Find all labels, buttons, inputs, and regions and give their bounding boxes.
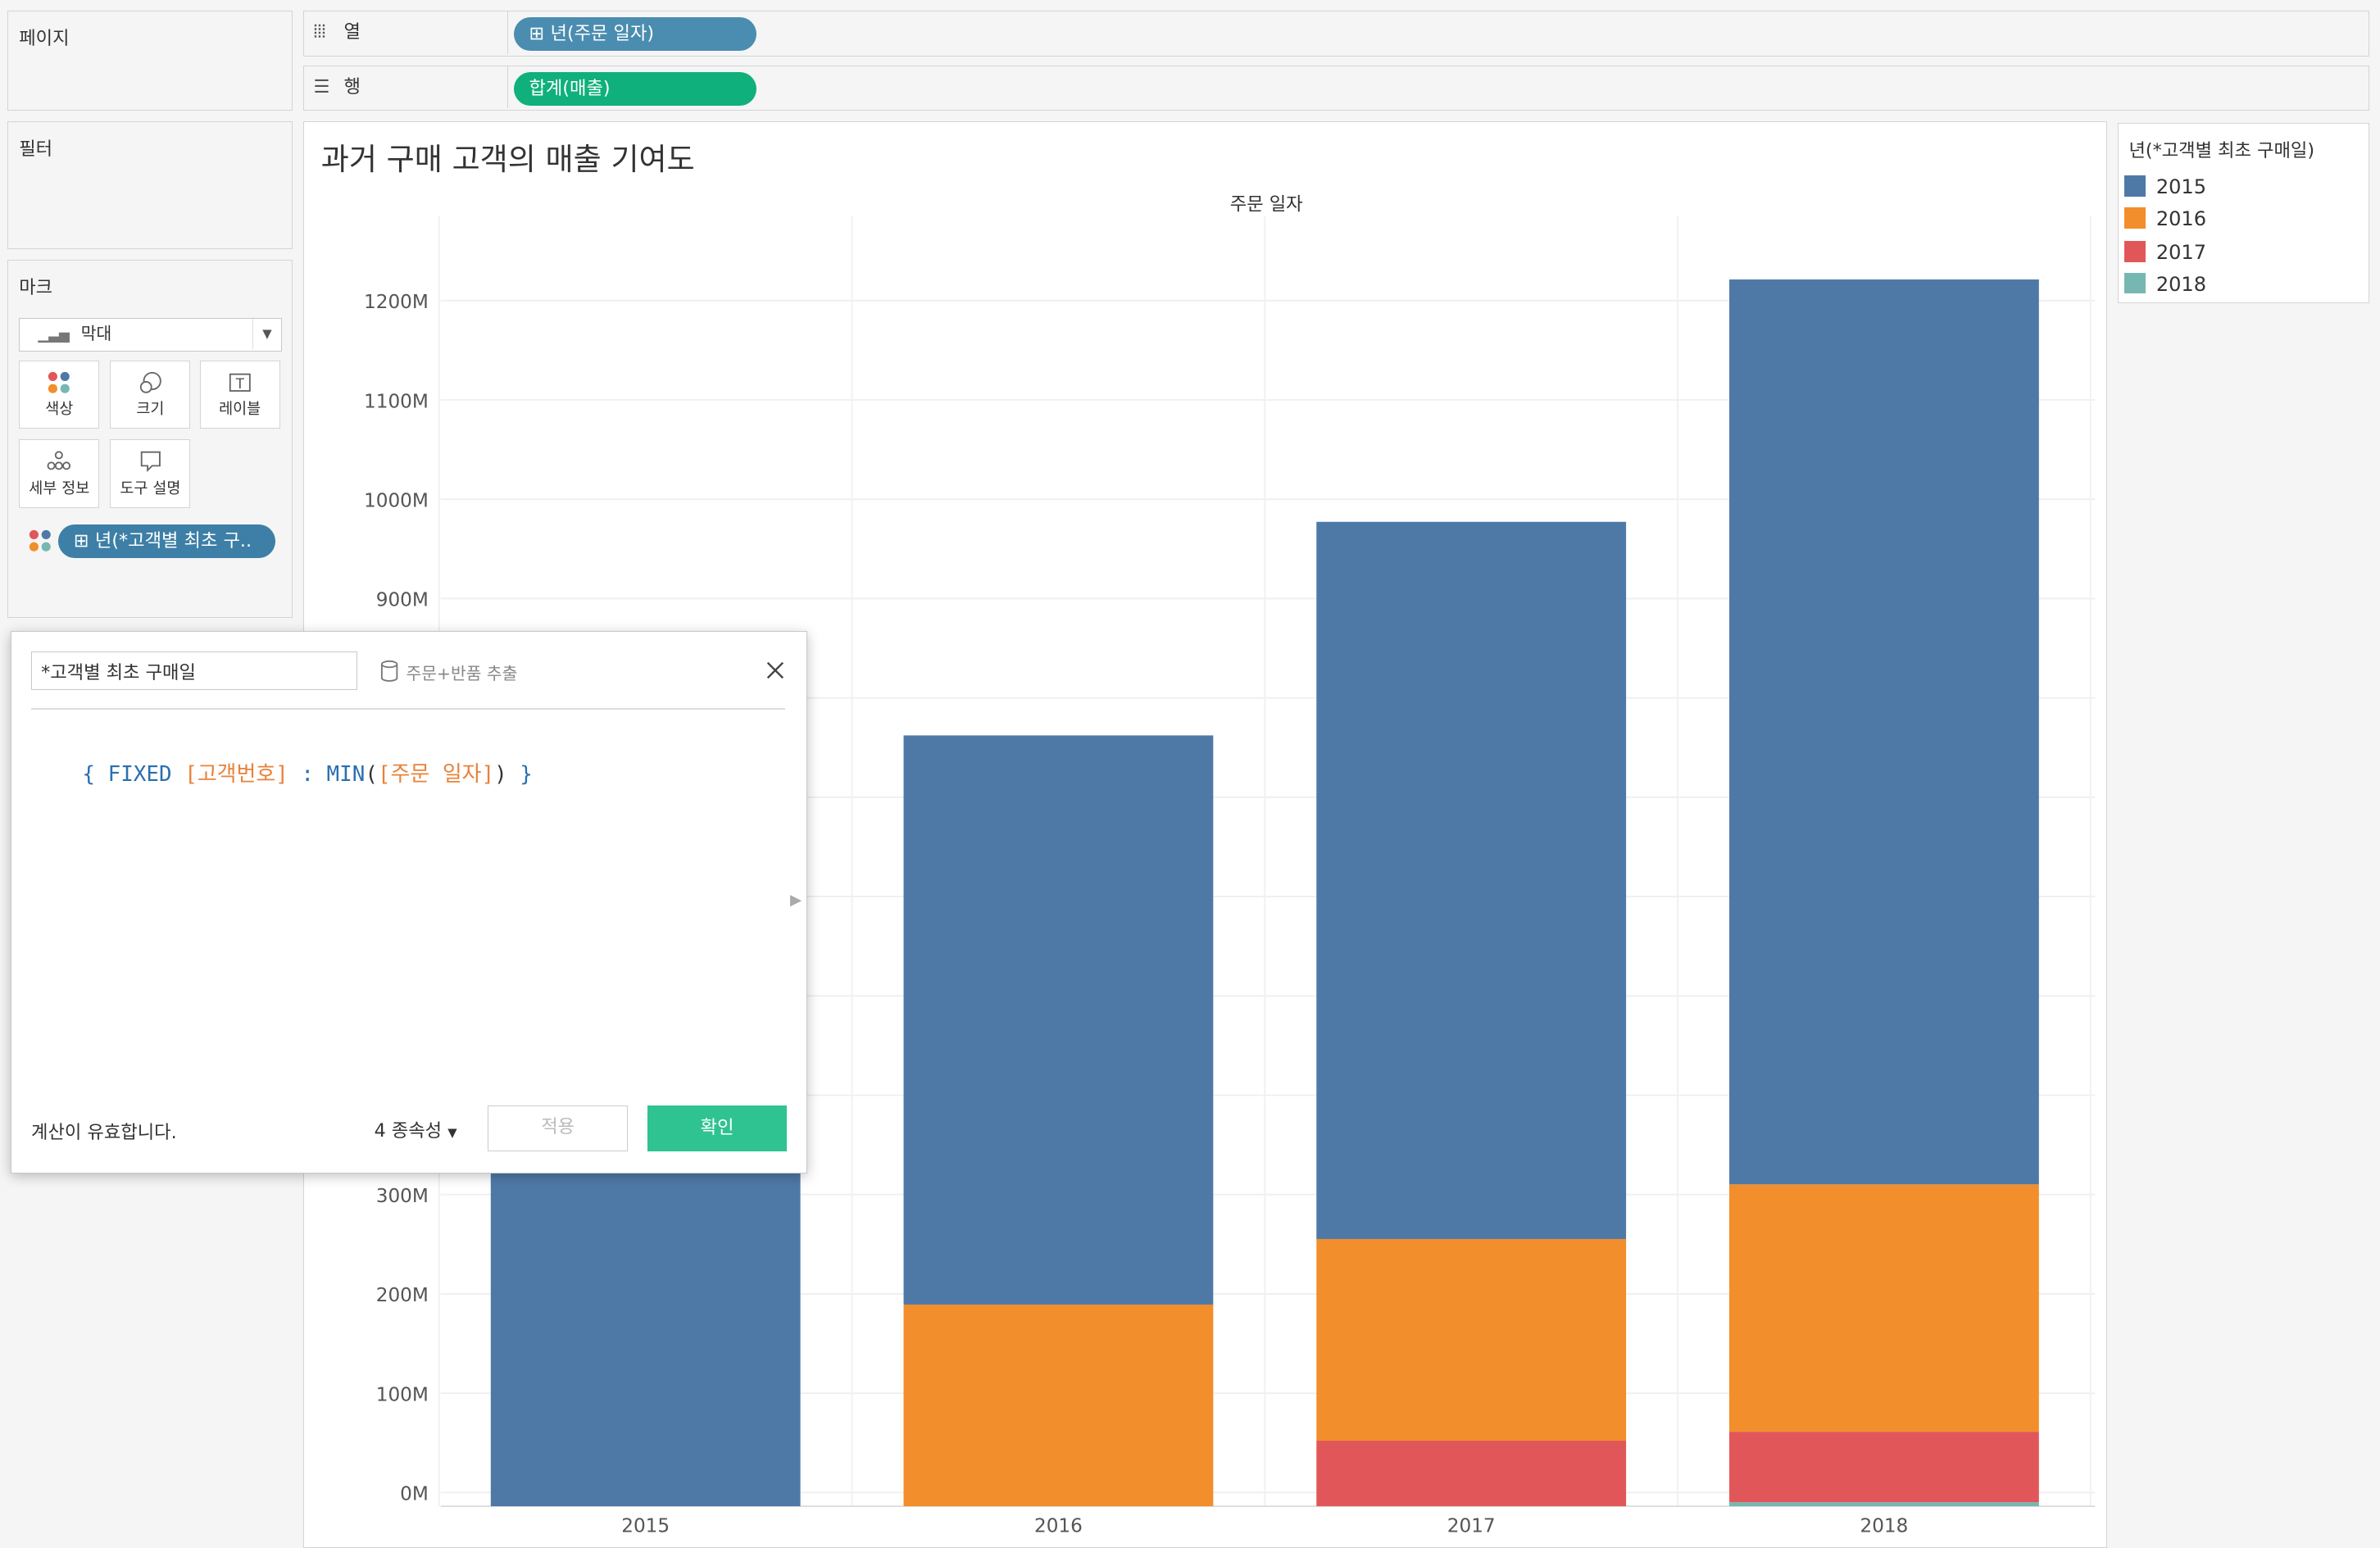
size-button[interactable]: 크기 <box>110 360 191 429</box>
columns-shelf[interactable]: ⦙⦙⦙ 열 ⊞ 년(주문 일자) <box>303 10 2369 57</box>
rows-icon: ☰ <box>313 75 330 98</box>
viz-title: 과거 구매 고객의 매출 기여도 <box>320 141 695 177</box>
calc-status: 계산이 유효합니다. <box>31 1122 177 1144</box>
color-legend[interactable]: 년(*고객별 최초 구매일) 2015 2016 2017 2018 <box>2117 123 2369 304</box>
bar-segment-2018-2015 <box>1729 279 2040 1185</box>
size-icon <box>111 370 189 395</box>
x-tick-label: 2017 <box>1447 1516 1496 1537</box>
y-tick-label: 200M <box>376 1285 429 1306</box>
color-button[interactable]: 색상 <box>19 360 100 429</box>
speech-bubble-icon <box>111 449 189 474</box>
legend-item-2017[interactable]: 2017 <box>2123 238 2206 268</box>
rows-pill[interactable]: 합계(매출) <box>513 72 757 106</box>
detail-dots-icon <box>20 449 98 474</box>
chevron-down-icon: ▼ <box>252 319 280 350</box>
pages-title: 페이지 <box>19 27 70 49</box>
rows-shelf-label: ☰ 행 <box>304 66 508 109</box>
close-icon[interactable] <box>765 658 786 687</box>
bar-segment-2016-2015 <box>903 735 1214 1305</box>
bar-segment-2018-2018 <box>1729 1502 2040 1507</box>
bar-segment-2018-2017 <box>1729 1432 2040 1503</box>
tooltip-button[interactable]: 도구 설명 <box>110 439 191 508</box>
columns-icon: ⦙⦙⦙ <box>313 20 326 43</box>
filters-title: 필터 <box>19 138 53 160</box>
columns-shelf-label: ⦙⦙⦙ 열 <box>304 11 508 54</box>
caret-down-icon: ▼ <box>447 1126 457 1141</box>
calculation-dialog[interactable]: 주문+반품 추출 { FIXED [고객번호] : MIN([주문 일자]) }… <box>10 631 808 1173</box>
dialog-divider <box>31 708 786 710</box>
date-plus-icon: ⊞ <box>529 23 545 45</box>
x-tick-label: 2018 <box>1860 1516 1909 1537</box>
formula-editor[interactable]: { FIXED [고객번호] : MIN([주문 일자]) } <box>82 761 533 787</box>
y-tick-label: 1100M <box>364 391 429 412</box>
legend-swatch <box>2123 175 2146 197</box>
text-label-icon: T <box>201 370 279 395</box>
y-tick-label: 300M <box>376 1186 429 1207</box>
y-tick-label: 1000M <box>364 491 429 512</box>
dependencies-dropdown[interactable]: 4 종속성 ▼ <box>374 1120 457 1142</box>
legend-swatch <box>2123 240 2146 262</box>
bar-segment-2018-2016 <box>1729 1184 2040 1432</box>
mark-type-label: 막대 <box>80 324 112 344</box>
y-tick-label: 1200M <box>364 292 429 313</box>
database-icon <box>380 660 398 690</box>
x-tick-label: 2015 <box>622 1516 670 1537</box>
y-tick-label: 100M <box>376 1385 429 1406</box>
expand-arrow-icon[interactable]: ▶ <box>790 892 802 910</box>
legend-item-2015[interactable]: 2015 <box>2123 172 2206 202</box>
legend-title: 년(*고객별 최초 구매일) <box>2128 139 2315 161</box>
ok-button[interactable]: 확인 <box>647 1105 788 1151</box>
color-dots-icon <box>20 370 98 395</box>
y-tick-label: 0M <box>401 1484 429 1505</box>
y-tick-label: 900M <box>376 590 429 611</box>
columns-pill[interactable]: ⊞ 년(주문 일자) <box>513 17 757 52</box>
legend-item-2016[interactable]: 2016 <box>2123 204 2206 234</box>
bar-segment-2017-2016 <box>1316 1239 1627 1441</box>
column-header-title: 주문 일자 <box>1230 194 1303 216</box>
date-plus-icon: ⊞ <box>73 529 89 552</box>
detail-button[interactable]: 세부 정보 <box>19 439 100 508</box>
color-encoding-pill[interactable]: ⊞ 년(*고객별 최초 구.. <box>58 524 276 558</box>
mark-type-dropdown[interactable]: ▁▃▅ 막대 ▼ <box>19 318 282 352</box>
color-encoding-icon <box>28 529 52 559</box>
legend-item-2018[interactable]: 2018 <box>2123 270 2206 300</box>
bar-segment-2017-2015 <box>1316 521 1627 1240</box>
x-tick-label: 2016 <box>1034 1516 1083 1537</box>
datasource-label: 주문+반품 추출 <box>406 663 518 683</box>
marks-title: 마크 <box>19 276 53 298</box>
rows-shelf[interactable]: ☰ 행 합계(매출) <box>303 65 2369 111</box>
marks-panel[interactable]: 마크 ▁▃▅ 막대 ▼ 색상 크기 T 레이블 세부 정보 도구 설명 ⊞ 년(*… <box>7 259 293 618</box>
pages-panel[interactable]: 페이지 <box>7 10 293 111</box>
bar-chart[interactable]: 주문 일자0M100M200M300M400M500M600M700M800M9… <box>304 122 2104 1546</box>
svg-text:T: T <box>235 376 245 392</box>
filters-panel[interactable]: 필터 <box>7 121 293 249</box>
legend-swatch <box>2123 207 2146 229</box>
bar-segment-2016-2016 <box>903 1305 1214 1507</box>
calc-name-field[interactable] <box>31 651 358 690</box>
bar-segment-2017-2017 <box>1316 1441 1627 1507</box>
apply-button[interactable]: 적용 <box>488 1105 628 1151</box>
legend-swatch <box>2123 272 2146 294</box>
label-button[interactable]: T 레이블 <box>199 360 280 429</box>
bar-chart-icon: ▁▃▅ <box>38 327 70 343</box>
